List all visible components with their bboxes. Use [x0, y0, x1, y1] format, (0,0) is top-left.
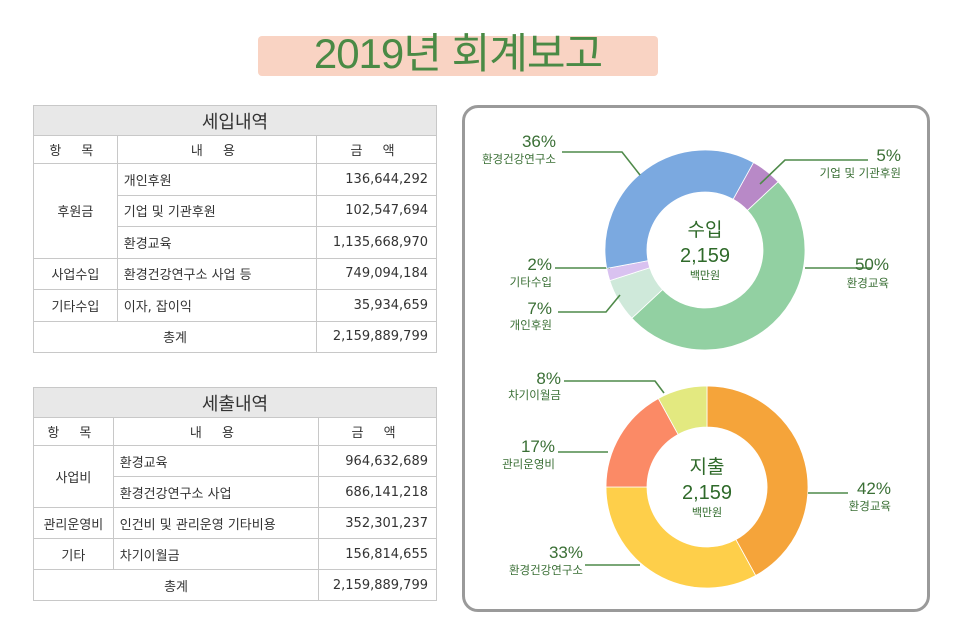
- slice-percent-label: 33%: [549, 543, 583, 562]
- donut-center-title: 수입: [688, 219, 723, 241]
- slice-percent-label: 5%: [876, 146, 901, 165]
- slice-name-label: 관리운영비: [502, 457, 555, 471]
- expense-table: 세출내역 항 목 내 용 금 액 사업비 환경교육 964,632,689 환경…: [32, 387, 437, 601]
- amount-cell: 156,814,655: [318, 538, 437, 570]
- total-row: 총계 2,159,889,799: [32, 569, 437, 601]
- table-row: 사업비 환경교육 964,632,689: [33, 445, 437, 508]
- slice-percent-label: 8%: [536, 369, 561, 388]
- total-row: 총계 2,159,889,799: [32, 320, 437, 353]
- donut-slice: [604, 149, 755, 269]
- category-cell: 기타수입: [33, 289, 118, 322]
- slice-percent-label: 7%: [527, 299, 552, 318]
- amount-cell: 352,301,237: [318, 507, 437, 539]
- category-cell: 후원금: [33, 163, 118, 259]
- item-cell: 기업 및 기관후원: [116, 194, 318, 227]
- total-label: 총계: [32, 569, 320, 601]
- slice-percent-label: 2%: [527, 255, 552, 274]
- donut-slice: [605, 486, 757, 589]
- slice-name-label: 개인후원: [510, 318, 552, 332]
- category-cell: 사업수입: [33, 257, 118, 290]
- amount-cell: 749,094,184: [316, 257, 437, 290]
- title-text: 2019년 회계보고: [313, 30, 603, 77]
- donut-center-title: 지출: [690, 456, 725, 478]
- slice-name-label: 환경교육: [849, 499, 891, 513]
- leader-line: [562, 151, 641, 176]
- item-cell: 개인후원: [116, 163, 318, 196]
- slice-percent-label: 17%: [521, 437, 555, 456]
- slice-name-label: 환경건강연구소: [509, 563, 583, 577]
- income-table-caption: 세입내역: [33, 105, 437, 136]
- total-amount: 2,159,889,799: [316, 320, 437, 353]
- item-cell: 인건비 및 관리운영 기타비용: [112, 507, 320, 539]
- table-row: 후원금 개인후원 136,644,292: [33, 163, 437, 259]
- donut-center-value: 2,159: [680, 245, 730, 267]
- table-row: 관리운영비 인건비 및 관리운영 기타비용 352,301,237: [33, 507, 437, 539]
- item-cell: 환경교육: [112, 445, 320, 477]
- donut-slice: [657, 385, 708, 435]
- amount-cell: 35,934,659: [316, 289, 437, 322]
- amount-cell: 102,547,694: [316, 194, 437, 227]
- slice-name-label: 차기이월금: [508, 388, 561, 402]
- slice-name-label: 기업 및 기관후원: [820, 166, 901, 180]
- leader-line: [564, 380, 665, 394]
- amount-cell: 686,141,218: [318, 476, 437, 508]
- donut-slice: [631, 181, 806, 351]
- report-title: 2019년 회계보고: [258, 28, 658, 78]
- category-cell: 사업비: [33, 445, 114, 508]
- header-category: 항 목: [33, 135, 118, 164]
- header-amount: 금 액: [318, 417, 437, 446]
- slice-percent-label: 42%: [857, 479, 891, 498]
- category-cell: 관리운영비: [33, 507, 114, 539]
- header-content: 내 용: [116, 135, 318, 164]
- slice-name-label: 환경교육: [847, 276, 889, 290]
- table-row: 환경건강연구소 사업 686,141,218: [34, 476, 437, 508]
- amount-cell: 964,632,689: [318, 445, 437, 477]
- slice-name-label: 환경건강연구소: [482, 152, 556, 166]
- amount-cell: 1,135,668,970: [316, 226, 437, 259]
- total-amount: 2,159,889,799: [318, 569, 437, 601]
- total-label: 총계: [32, 320, 318, 353]
- table-row: 사업수입 환경건강연구소 사업 등 749,094,184: [33, 257, 437, 290]
- title-highlight: [258, 36, 658, 76]
- slice-percent-label: 36%: [522, 132, 556, 151]
- item-cell: 환경건강연구소 사업 등: [116, 257, 318, 290]
- table-row: 기타수입 이자, 잡이익 35,934,659: [33, 289, 437, 322]
- income-table: 세입내역 항 목 내 용 금 액 후원금 개인후원 136,644,292 기업…: [32, 105, 437, 353]
- table-row: 환경교육 1,135,668,970: [34, 226, 437, 259]
- header-amount: 금 액: [316, 135, 437, 164]
- donut-slice: [706, 385, 809, 577]
- table-row: 기업 및 기관후원 102,547,694: [34, 194, 437, 227]
- header-content: 내 용: [112, 417, 320, 446]
- donut-center-value: 2,159: [682, 482, 732, 504]
- item-cell: 환경건강연구소 사업: [112, 476, 320, 508]
- donut-center-unit: 백만원: [692, 506, 722, 519]
- donut-center-unit: 백만원: [690, 269, 720, 282]
- item-cell: 이자, 잡이익: [116, 289, 318, 322]
- leader-line: [558, 294, 621, 313]
- slice-name-label: 기타수입: [510, 275, 552, 289]
- slice-percent-label: 50%: [855, 255, 889, 274]
- leader-line: [759, 159, 868, 185]
- item-cell: 환경교육: [116, 226, 318, 259]
